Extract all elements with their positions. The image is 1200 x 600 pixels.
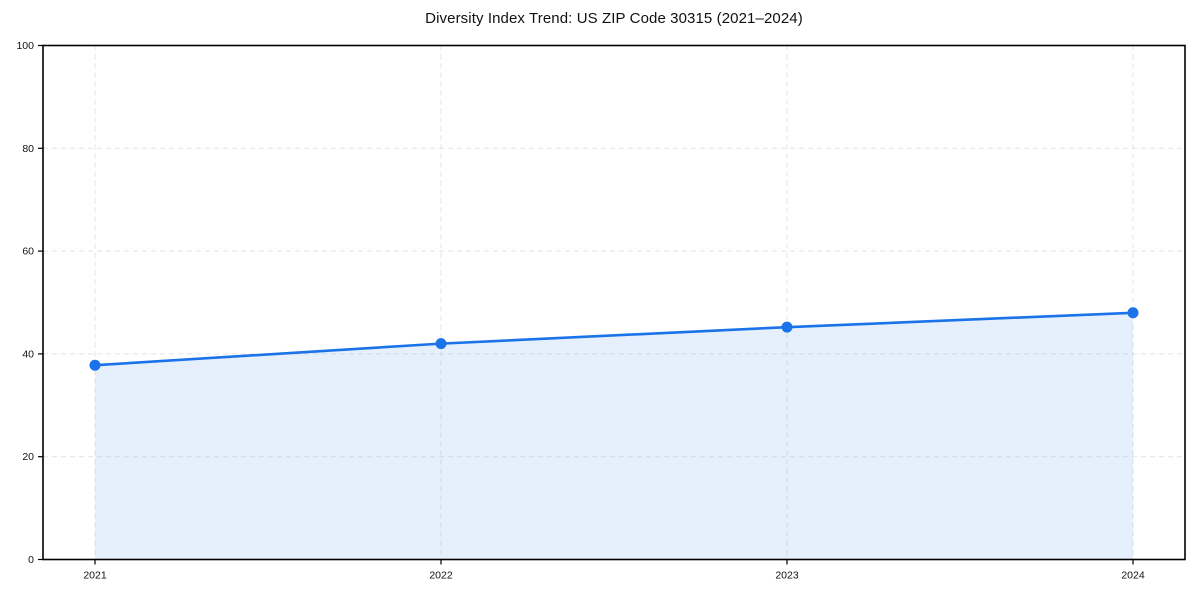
- data-point: [435, 338, 447, 350]
- y-tick-label: 40: [22, 348, 34, 360]
- trend-line: [93, 311, 1135, 367]
- x-tick-label: 2021: [83, 570, 107, 582]
- data-point: [781, 321, 793, 333]
- x-tick-label: 2024: [1121, 570, 1145, 582]
- x-tick-label: 2022: [429, 570, 453, 582]
- area-fill: [95, 312, 1133, 560]
- y-tick-label: 80: [22, 143, 34, 155]
- data-point: [1127, 307, 1139, 319]
- y-tick-label: 0: [28, 554, 34, 566]
- y-tick-label: 100: [16, 40, 34, 52]
- x-tick-label: 2023: [775, 570, 799, 582]
- chart-title: Diversity Index Trend: US ZIP Code 30315…: [425, 10, 803, 27]
- plot-border: [42, 44, 1186, 561]
- y-tick-label: 60: [22, 246, 34, 258]
- data-point: [89, 359, 101, 371]
- y-tick-label: 20: [22, 451, 34, 463]
